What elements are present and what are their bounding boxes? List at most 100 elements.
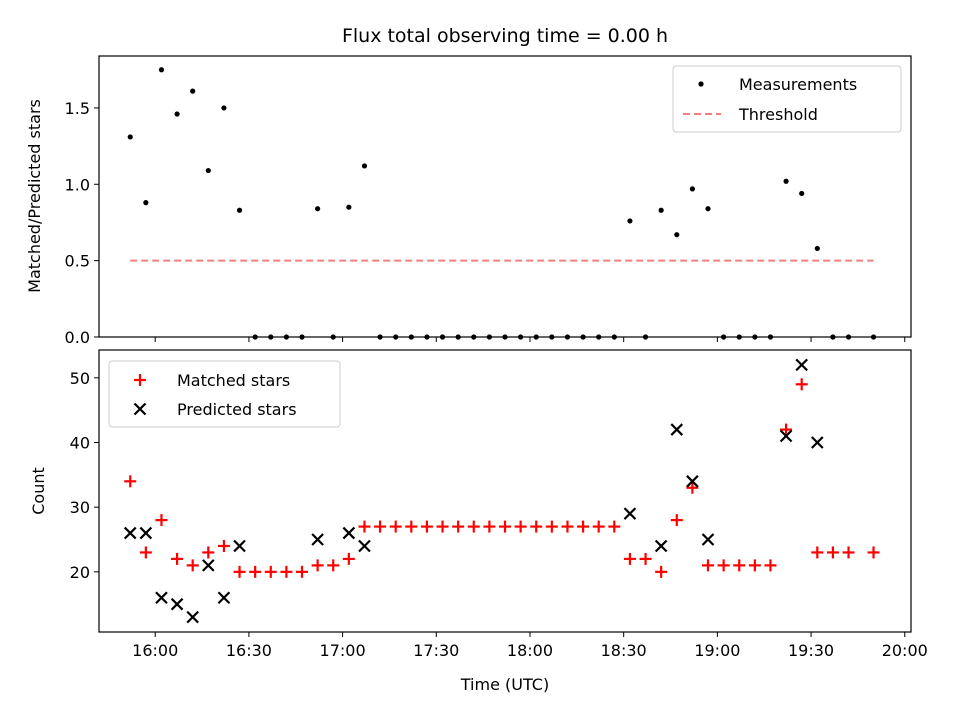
y-tick-label: 50 (70, 369, 90, 388)
top-legend-box (672, 65, 902, 133)
y-tick-label: 40 (70, 433, 90, 452)
measurement-point (689, 186, 695, 192)
bottom-axes-frame (98, 349, 912, 633)
matched-point (577, 520, 590, 533)
matched-point (155, 514, 168, 527)
matched-point (499, 520, 511, 533)
matched-point (389, 520, 402, 533)
matched-point (249, 565, 262, 578)
matched-point (514, 520, 527, 533)
predicted-point (233, 539, 246, 553)
measurement-point (627, 218, 633, 224)
top-y-axis-label: Matched/Predicted stars (25, 99, 44, 293)
matched-point (358, 520, 371, 533)
x-tick-label: 17:00 (320, 641, 366, 660)
matched-point (467, 520, 480, 533)
x-tick-label: 20:00 (882, 641, 928, 660)
measurement-point (814, 245, 820, 252)
y-tick-label: 1.5 (65, 99, 90, 118)
predicted-point (202, 559, 215, 572)
matched-point (217, 539, 230, 552)
matched-point (530, 520, 543, 533)
x-axis-label: Time (UTC) (460, 675, 549, 694)
predicted-point (623, 507, 637, 520)
threshold-legend-label: Threshold (738, 105, 818, 124)
matched-point (342, 552, 355, 565)
bottom-legend-box (108, 360, 341, 428)
predicted-point (358, 539, 371, 553)
measurement-point (658, 207, 664, 213)
predicted-point (155, 591, 168, 604)
matched-point (623, 552, 636, 565)
matched-point (311, 559, 324, 572)
matched-point (764, 559, 777, 572)
bottom-panel: 16:00 16:30 17:00 17:30 18:00 18:30 19:00 19:30… (29, 349, 928, 694)
y-tick-label: 20 (70, 563, 90, 582)
matched-point (452, 520, 465, 533)
matched-point (124, 475, 137, 488)
top-panel: 0.0 0.5 1.0 1.5 Matched/Predicted stars Mea… (25, 55, 912, 347)
matched-point (561, 520, 574, 533)
predicted-point (670, 423, 684, 436)
top-axes-frame (98, 55, 912, 338)
bottom-legend: Matched stars Predicted stars (108, 360, 341, 428)
predicted-point (686, 475, 699, 488)
measurement-point (221, 105, 227, 111)
matched-point (670, 514, 683, 527)
measurement-point (674, 232, 680, 238)
measurements-legend-label: Measurements (739, 75, 857, 94)
predicted-point (811, 436, 824, 449)
chart-title: Flux total observing time = 0.00 h (342, 25, 668, 47)
measurement-point (783, 178, 789, 184)
measurement-point (705, 206, 711, 212)
predicted-point (217, 591, 231, 604)
predicted-point (123, 526, 137, 540)
predicted-legend-label: Predicted stars (177, 400, 297, 419)
matched-point (842, 546, 855, 559)
predicted-point (186, 610, 199, 624)
matched-legend-marker (134, 374, 146, 386)
top-legend: Measurements Threshold (672, 65, 902, 133)
x-tick-label: 16:30 (226, 641, 272, 660)
measurement-point (127, 134, 133, 140)
matched-point (186, 559, 199, 572)
matched-point (748, 559, 761, 572)
x-tick-label: 18:30 (601, 641, 647, 660)
bottom-y-axis-label: Count (29, 467, 48, 515)
matched-point (867, 546, 880, 559)
matched-point (436, 520, 449, 533)
matched-point (296, 565, 308, 578)
matched-point (717, 559, 730, 572)
matched-point (811, 546, 824, 559)
measurement-point (205, 167, 211, 174)
y-tick-label: 30 (70, 498, 90, 517)
x-tick-label: 19:30 (788, 641, 834, 660)
predicted-point (701, 533, 715, 546)
matched-point (233, 565, 246, 578)
bottom-plot-area: 16:00 16:30 17:00 17:30 18:00 18:30 19:00 19:30… (70, 358, 928, 660)
x-tick-label: 17:30 (413, 641, 459, 660)
measurement-point (346, 204, 352, 210)
measurement-point (158, 67, 165, 73)
measurement-point (799, 190, 805, 197)
matched-point (545, 520, 558, 533)
y-tick-label: 1.0 (65, 175, 90, 194)
matched-point (327, 559, 340, 572)
measurement-point (236, 207, 243, 213)
measurements-legend-marker (698, 81, 704, 87)
measurement-point (315, 206, 321, 212)
matched-point (795, 378, 808, 391)
matched-point (405, 520, 418, 533)
matched-point (733, 559, 746, 572)
predicted-point (795, 358, 808, 372)
matched-point (483, 520, 496, 533)
predicted-point (139, 526, 153, 540)
predicted-point (342, 526, 356, 540)
matched-legend-label: Matched stars (177, 371, 290, 390)
top-plot-area: 0.0 0.5 1.0 1.5 (65, 67, 906, 347)
matched-point (608, 520, 621, 533)
x-tick-label: 19:00 (694, 641, 740, 660)
predicted-point (779, 429, 793, 443)
matched-point (686, 481, 699, 494)
x-tick-label: 18:00 (507, 641, 553, 660)
